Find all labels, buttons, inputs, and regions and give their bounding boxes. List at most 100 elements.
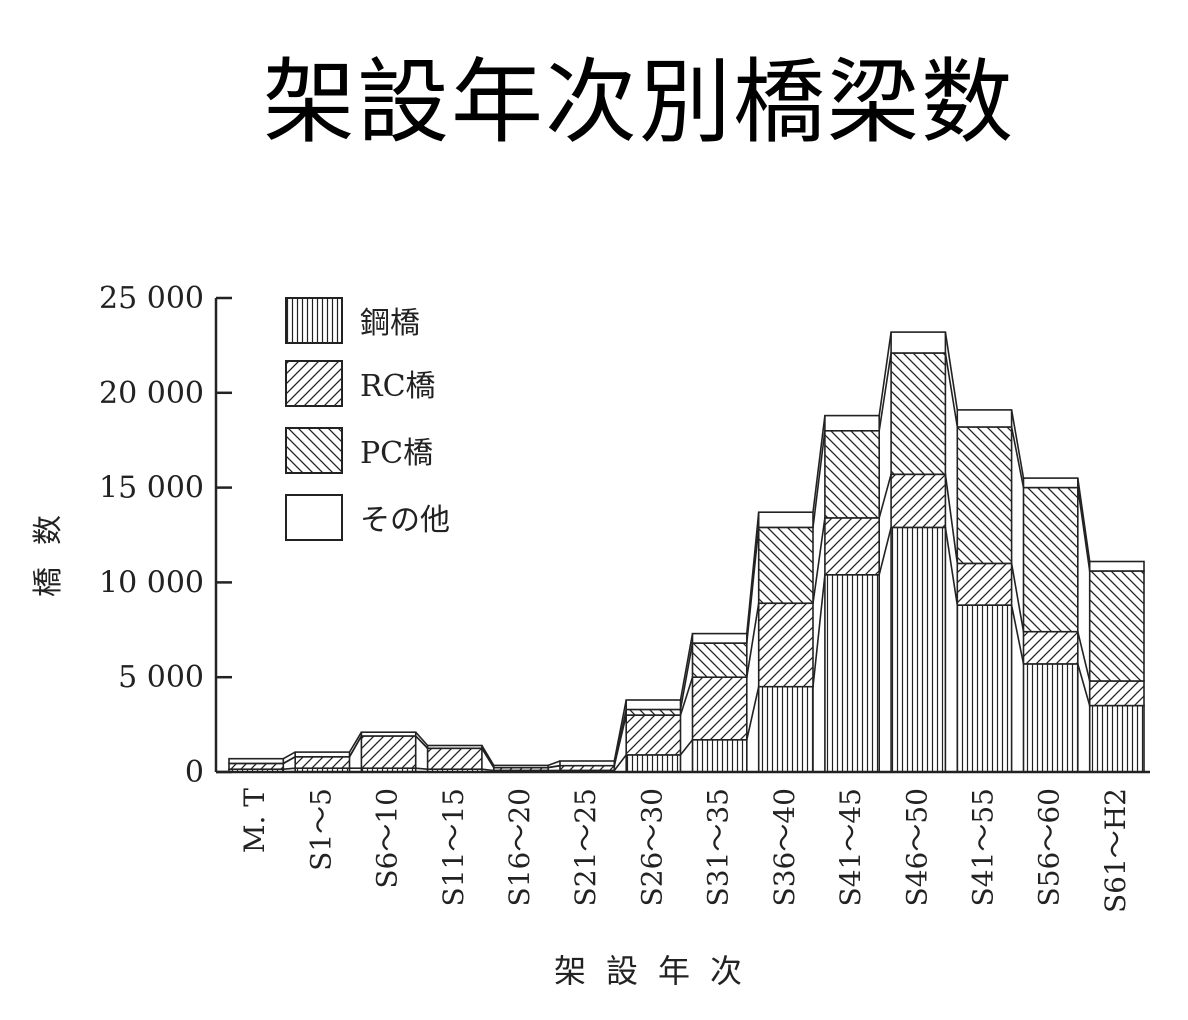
bar-segment-pc: [824, 429, 881, 519]
axes: M. T S1～5 S6～10 S11～15 S16～20 S21～25 S26～30 S31…: [99, 281, 1150, 913]
profile-connector: [944, 527, 959, 606]
bar-segment-pc: [1088, 570, 1145, 682]
bar-segment-rc: [890, 473, 947, 529]
profile-connector: [878, 331, 892, 416]
x-tick-label: S46～50: [900, 788, 933, 906]
bar-segment-other: [360, 731, 417, 737]
y-axis-label: 橋数: [31, 493, 66, 597]
bar-segment-steel: [1022, 663, 1079, 773]
bar-segment-rc: [360, 735, 417, 770]
profile-connectors: [282, 331, 1091, 772]
profile-connector: [746, 686, 760, 740]
profile-connector: [878, 527, 892, 575]
profile-connector: [679, 642, 694, 710]
page-title: 架設年次別橋梁数: [262, 49, 1015, 156]
profile-connector: [283, 767, 296, 770]
profile-connector: [944, 352, 959, 428]
profile-connector: [679, 676, 694, 716]
y-tick-label: 15 000: [99, 471, 204, 506]
legend-swatch-pc: [285, 427, 343, 474]
x-tick-label: S6～10: [371, 788, 404, 889]
profile-connector: [812, 430, 826, 528]
profile-connector: [613, 699, 627, 762]
bar-segment-other: [890, 331, 947, 354]
x-tick-label: S41～55: [966, 788, 999, 906]
x-tick-label: M. T: [238, 788, 271, 853]
profile-connector: [348, 735, 363, 758]
profile-connector: [613, 754, 627, 771]
profile-connector: [1077, 631, 1091, 682]
profile-connector: [282, 751, 296, 760]
profile-connector: [1077, 663, 1091, 706]
profile-connector: [415, 735, 429, 749]
bar-segment-steel: [757, 685, 814, 773]
y-tick-label: 10 000: [99, 565, 204, 600]
x-tick-label: S1～5: [304, 788, 337, 871]
legend-swatch-other: [285, 494, 343, 541]
bar-segment-rc: [294, 755, 351, 769]
bar-segment-steel: [691, 738, 748, 773]
x-tick-label: S26～30: [635, 788, 668, 906]
bar-segment-rc: [956, 562, 1013, 606]
profile-connector: [878, 352, 892, 431]
profile-connector: [1010, 409, 1025, 479]
bar-segment-rc: [228, 762, 285, 770]
profile-connector: [1010, 563, 1025, 632]
bar-segment-other: [691, 632, 748, 644]
profile-connector: [547, 764, 561, 769]
profile-connector: [481, 747, 495, 769]
legend-label-steel: 鋼橋: [360, 306, 420, 341]
bar-segment-rc: [1088, 680, 1145, 707]
profile-connector: [1077, 487, 1091, 572]
profile-connector: [746, 603, 760, 678]
profile-connector: [679, 633, 694, 701]
legend-item-rc: RC橋: [285, 360, 436, 407]
profile-connector: [746, 527, 760, 644]
x-tick-label: S31～35: [702, 788, 735, 906]
bar-segment-steel: [824, 573, 881, 773]
profile-connector: [944, 474, 959, 564]
bar-segment-other: [492, 764, 549, 769]
profile-connector: [1077, 477, 1091, 562]
bar-segment-other: [1022, 477, 1079, 489]
bar-segment-other: [559, 760, 616, 767]
bar-segment-rc: [625, 714, 682, 756]
legend-item-pc: PC橋: [285, 427, 433, 474]
y-tick-label: 5 000: [118, 660, 204, 695]
legend-label-rc: RC橋: [360, 369, 436, 404]
profile-connector: [812, 517, 826, 604]
x-tick-label: S16～20: [503, 788, 536, 906]
profile-connector: [812, 415, 826, 513]
bar-segment-steel: [625, 754, 682, 773]
profile-connector: [348, 731, 363, 753]
bar-segment-pc: [1022, 486, 1079, 633]
bar-segment-rc: [824, 517, 881, 576]
bar-segment-pc: [757, 526, 814, 605]
profile-connector: [481, 745, 495, 766]
x-tick-label: S21～25: [569, 788, 602, 906]
y-tick-label: 25 000: [99, 281, 204, 316]
x-tick-label: S36～40: [768, 788, 801, 906]
bar-segment-pc: [890, 352, 947, 476]
y-tick-label: 20 000: [99, 376, 204, 411]
x-axis-label: 架設年次: [554, 952, 762, 990]
legend: 鋼橋 RC橋 PC橋 その他: [285, 297, 450, 541]
profile-connector: [415, 767, 428, 770]
x-tick-label: S56～60: [1033, 788, 1066, 906]
bar-segment-steel: [890, 526, 947, 773]
bar-segment-rc: [426, 747, 483, 770]
bar-segment-other: [294, 751, 351, 758]
profile-connector: [282, 756, 296, 765]
bar-segment-other: [824, 414, 881, 432]
legend-label-pc: PC橋: [360, 436, 433, 471]
profile-connector: [481, 768, 494, 772]
legend-swatch-rc: [285, 360, 343, 407]
x-tick-label: S61～H2: [1099, 788, 1132, 913]
legend-item-steel: 鋼橋: [285, 297, 420, 344]
bar-segment-rc: [1022, 630, 1079, 665]
bar-segment-other: [1088, 560, 1145, 572]
legend-item-other: その他: [285, 494, 450, 541]
legend-swatch-steel: [285, 297, 343, 344]
bar-segment-other: [956, 409, 1013, 428]
